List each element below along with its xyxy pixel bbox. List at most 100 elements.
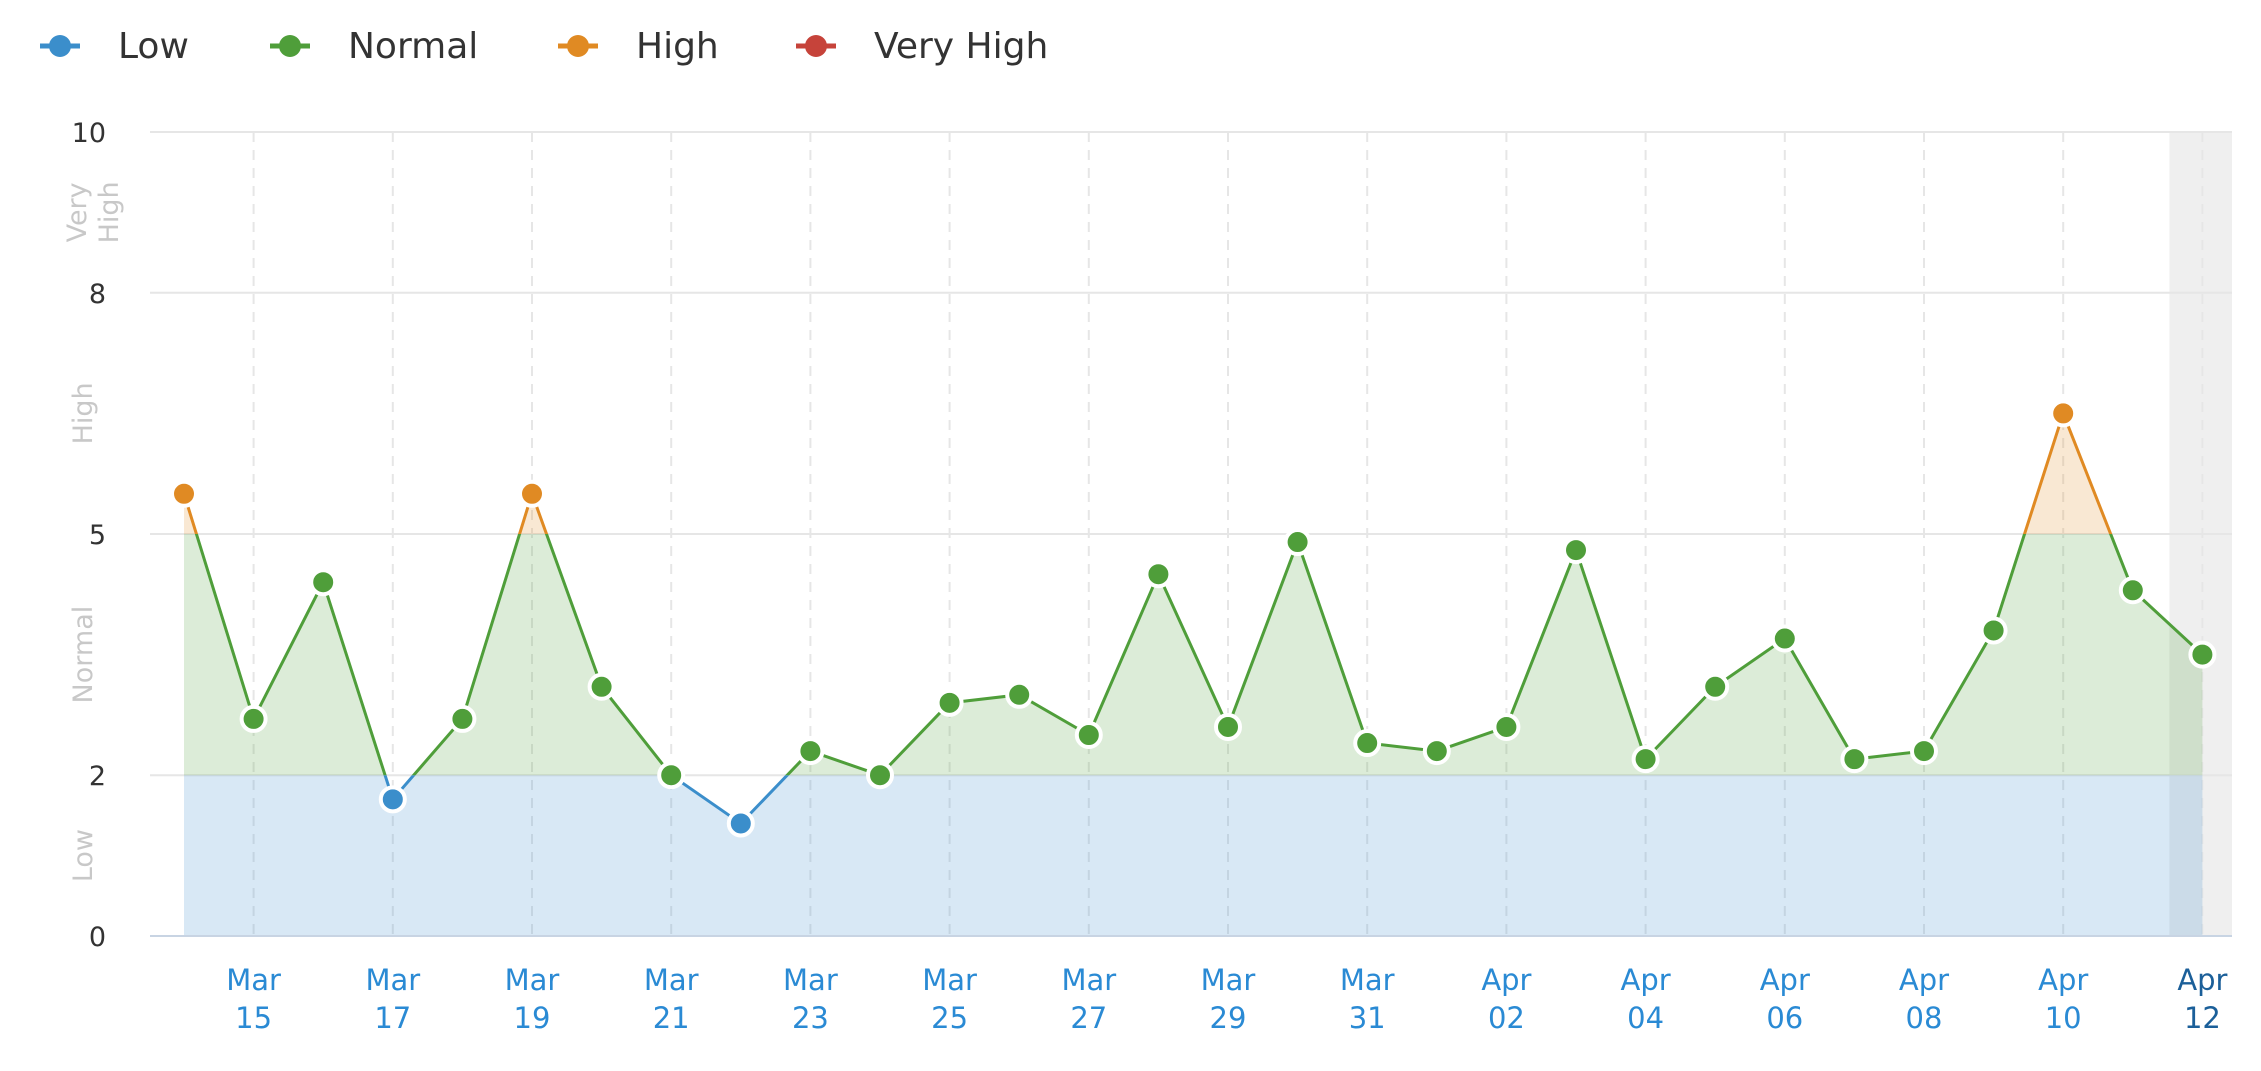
x-tick-label: Mar 31: [1340, 963, 1395, 1035]
x-tick-label: Mar 23: [783, 963, 838, 1035]
data-point[interactable]: [2049, 399, 2078, 428]
x-tick-day: 23: [792, 1001, 829, 1035]
x-tick-month: Mar: [226, 963, 281, 997]
series-line-high: [182, 411, 2113, 534]
x-tick-month: Mar: [1201, 963, 1256, 997]
x-tick-day: 10: [2045, 1001, 2082, 1035]
data-point[interactable]: [1910, 737, 1938, 766]
data-point[interactable]: [587, 672, 616, 701]
x-axis: Mar 15 Mar 17 Mar 19 Mar 21 Mar 23 Mar 25 Mar 27 Mar 29…: [150, 935, 2232, 1035]
x-tick-label: Mar 29: [1201, 963, 1256, 1035]
legend-item-high[interactable]: High: [558, 26, 719, 67]
legend-high-label: High: [636, 26, 719, 67]
data-point[interactable]: [1492, 712, 1521, 741]
x-tick-label: Apr 12: [2177, 963, 2227, 1035]
band-label: Low: [68, 829, 99, 882]
band-area-normal: [184, 534, 2203, 776]
legend-item-normal[interactable]: Normal: [270, 26, 478, 67]
data-point[interactable]: [657, 761, 686, 790]
x-tick-month: Mar: [644, 963, 699, 997]
x-tick-label: Mar 27: [1061, 963, 1116, 1035]
data-point[interactable]: [309, 568, 338, 597]
x-tick-day: 12: [2184, 1001, 2221, 1035]
data-point[interactable]: [170, 479, 198, 508]
data-point[interactable]: [518, 479, 546, 508]
data-point[interactable]: [1631, 745, 1660, 774]
legend-item-very-high[interactable]: Very High: [796, 26, 1048, 67]
data-point[interactable]: [2188, 640, 2217, 669]
y-tick-label: 10: [72, 118, 106, 149]
data-point[interactable]: [1770, 624, 1799, 653]
series-points: [170, 399, 2217, 838]
legend-low-label: Low: [118, 26, 189, 67]
x-tick-day: 02: [1488, 1001, 1525, 1035]
data-point[interactable]: [378, 785, 407, 814]
x-tick-month: Mar: [1061, 963, 1116, 997]
data-point[interactable]: [1144, 560, 1173, 589]
data-point[interactable]: [1353, 729, 1382, 758]
x-tick-label: Mar 19: [505, 963, 560, 1035]
legend-normal-marker-icon: [279, 35, 301, 57]
x-tick-month: Apr: [1621, 963, 1671, 997]
data-point[interactable]: [448, 704, 477, 733]
band-label-word: Very: [62, 182, 93, 242]
legend-low-marker-icon: [49, 35, 71, 57]
x-tick-day: 15: [235, 1001, 272, 1035]
legend: Low Normal High Very High: [40, 26, 1048, 67]
legend-very-high-label: Very High: [874, 26, 1048, 67]
data-point[interactable]: [1283, 528, 1312, 557]
legend-very-high-marker-icon: [805, 35, 827, 57]
band-areas: [184, 413, 2203, 936]
legend-item-low[interactable]: Low: [40, 26, 189, 67]
x-tick-day: 19: [514, 1001, 551, 1035]
data-point[interactable]: [1701, 672, 1730, 701]
data-point[interactable]: [1979, 616, 2008, 645]
data-point[interactable]: [239, 704, 268, 733]
x-tick-month: Mar: [783, 963, 838, 997]
x-tick-day: 31: [1349, 1001, 1386, 1035]
data-point[interactable]: [1005, 680, 1034, 709]
data-point[interactable]: [1214, 712, 1242, 741]
x-tick-month: Apr: [1899, 963, 1949, 997]
x-tick-month: Mar: [1340, 963, 1395, 997]
x-tick-month: Mar: [505, 963, 560, 997]
band-label-word: High: [94, 181, 125, 243]
x-tick-label: Mar 17: [365, 963, 420, 1035]
data-point[interactable]: [935, 688, 964, 717]
y-tick-label: 5: [89, 520, 106, 551]
band-label: High: [68, 382, 99, 444]
x-tick-label: Apr 02: [1481, 963, 1531, 1035]
data-point[interactable]: [1562, 536, 1590, 565]
band-area-low: [184, 775, 2203, 936]
y-tick-label: 8: [89, 279, 106, 310]
data-point[interactable]: [796, 737, 825, 766]
band-label: VeryHigh: [62, 181, 125, 243]
x-tick-label: Mar 21: [644, 963, 699, 1035]
data-point[interactable]: [2118, 576, 2147, 605]
x-tick-label: Mar 25: [922, 963, 977, 1035]
x-tick-label: Apr 04: [1621, 963, 1671, 1035]
band-label: Normal: [68, 606, 99, 704]
data-point[interactable]: [1422, 737, 1451, 766]
x-tick-month: Apr: [2038, 963, 2088, 997]
y-tick-label: 0: [89, 922, 106, 953]
x-tick-month: Mar: [922, 963, 977, 997]
data-point[interactable]: [866, 761, 894, 790]
legend-normal-label: Normal: [348, 26, 478, 67]
x-tick-label: Mar 15: [226, 963, 281, 1035]
x-tick-label: Apr 06: [1760, 963, 1810, 1035]
x-tick-label: Apr 10: [2038, 963, 2088, 1035]
x-tick-month: Apr: [1760, 963, 1810, 997]
x-tick-month: Mar: [365, 963, 420, 997]
y-tick-label: 2: [89, 761, 106, 792]
data-point[interactable]: [1840, 745, 1869, 774]
x-tick-day: 08: [1906, 1001, 1943, 1035]
x-tick-day: 21: [653, 1001, 690, 1035]
x-tick-day: 27: [1070, 1001, 1107, 1035]
legend-high-marker-icon: [567, 35, 589, 57]
x-tick-day: 17: [374, 1001, 411, 1035]
data-point[interactable]: [1074, 721, 1103, 749]
data-point[interactable]: [726, 809, 755, 838]
